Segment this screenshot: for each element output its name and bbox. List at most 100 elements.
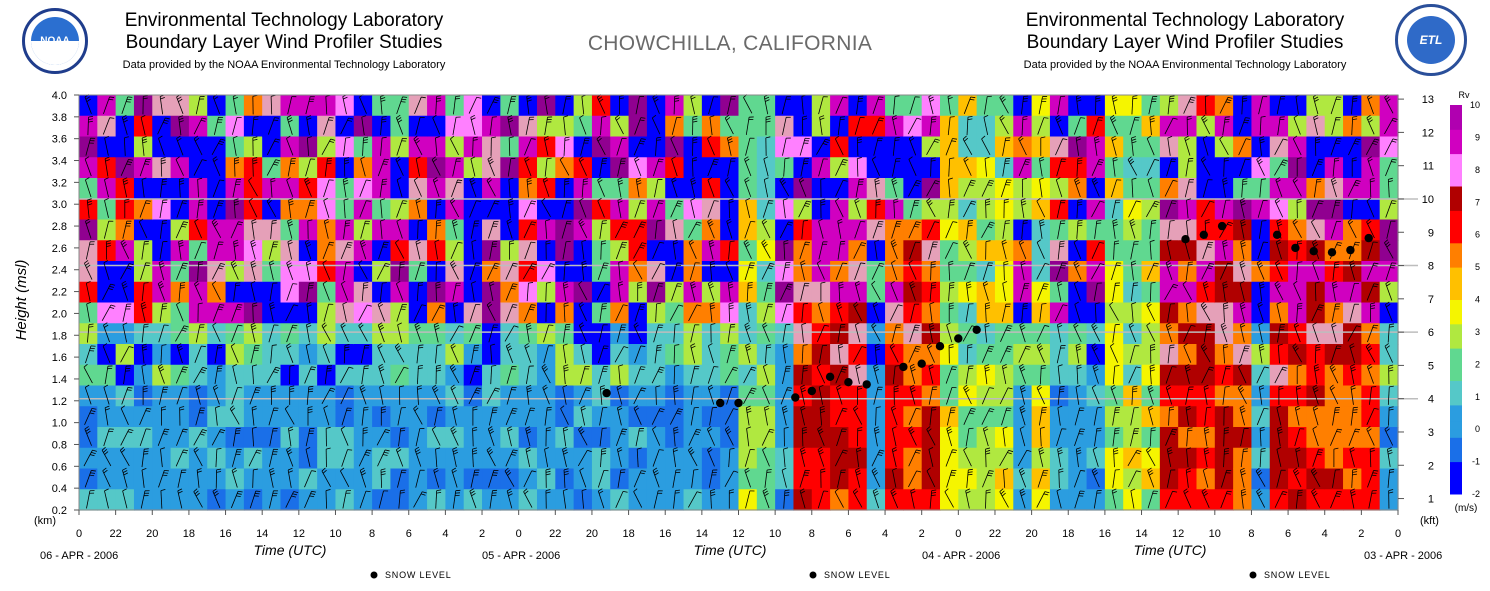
heatmap-cell: [903, 468, 923, 490]
heatmap-cell: [903, 406, 923, 428]
header-left-line1: Environmental Technology Laboratory: [124, 10, 444, 31]
heatmap-cell: [628, 136, 648, 158]
heatmap-cell: [1361, 323, 1381, 345]
heatmap-cell: [958, 323, 978, 345]
heatmap-cell: [335, 447, 355, 470]
heatmap-cell: [628, 115, 648, 138]
heatmap-cell: [811, 489, 831, 511]
heatmap-cell: [133, 198, 153, 221]
heatmap-cell: [500, 406, 520, 428]
heatmap-cell: [500, 323, 520, 345]
heatmap-cell: [610, 302, 630, 324]
heatmap-cell: [610, 489, 630, 511]
heatmap-cell: [445, 115, 465, 138]
heatmap-cell: [152, 468, 172, 490]
heatmap-cell: [573, 447, 593, 470]
heatmap-cell: [1361, 281, 1381, 304]
heatmap-cell: [335, 406, 355, 428]
heatmap-cell: [1269, 136, 1289, 158]
heatmap-cell: [1196, 178, 1216, 200]
heatmap-cell: [994, 323, 1014, 345]
heatmap-cell: [1086, 157, 1106, 179]
site-title: CHOWCHILLA, CALIFORNIA: [587, 32, 873, 55]
heatmap-cell: [628, 198, 648, 221]
heatmap-cell: [243, 385, 263, 407]
header-right-line2: Boundary Layer Wind Profiler Studies: [1026, 32, 1344, 53]
heatmap-cell: [133, 406, 153, 428]
header-right-line1: Environmental Technology Laboratory: [1025, 10, 1345, 31]
heatmap-cell: [390, 364, 410, 387]
heatmap-cell: [1178, 323, 1198, 345]
header-right-line3: Data provided by the NOAA Environmental …: [1023, 59, 1347, 71]
heatmap-cell: [628, 344, 648, 366]
header-left-line3: Data provided by the NOAA Environmental …: [122, 59, 446, 71]
heatmap-cell: [445, 323, 465, 345]
heatmap-cell: [903, 115, 923, 138]
heatmap-cell: [518, 240, 538, 262]
heatmap-cell: [866, 115, 886, 138]
heatmap-cell: [793, 240, 813, 262]
heatmap-cell: [903, 323, 923, 345]
heatmap-cell: [610, 344, 630, 366]
heatmap-cell: [683, 489, 703, 511]
heatmap-cell: [133, 157, 153, 179]
heatmap-cell: [1068, 115, 1088, 138]
heatmap-cell: [1159, 198, 1179, 221]
heatmap-cell: [1159, 489, 1179, 511]
noaa-logo-text: NOAA: [40, 35, 70, 47]
heatmap-cell: [811, 323, 831, 345]
heatmap-cell: [1288, 427, 1307, 449]
heatmap-cell: [1086, 261, 1106, 283]
header-left: Environmental Technology Laboratory Boun…: [100, 10, 468, 73]
heatmap-cell: [903, 240, 923, 262]
heatmap-cell: [335, 240, 355, 262]
heatmap-cell: [518, 302, 538, 324]
heatmap-cell: [1086, 115, 1106, 138]
heatmap-cell: [335, 385, 355, 407]
etl-logo-text: ETL: [1419, 33, 1443, 47]
heatmap-cell: [811, 240, 831, 262]
heatmap-cell: [317, 240, 337, 262]
header-right: Environmental Technology Laboratory Boun…: [1000, 10, 1370, 73]
heatmap-cell: [1361, 240, 1381, 262]
heatmap-cell: [1361, 406, 1381, 428]
heatmap-cell: [994, 385, 1014, 407]
heatmap-cell: [628, 468, 648, 490]
heatmap-cell: [1379, 261, 1399, 283]
heatmap-cell: [115, 157, 135, 179]
heatmap-cell: [152, 427, 172, 449]
heatmap-cell: [720, 385, 740, 407]
heatmap-cell: [1251, 364, 1271, 387]
etl-logo-icon: ETL: [1395, 4, 1467, 76]
heatmap-cell: [225, 323, 245, 345]
heatmap-cell: [1086, 240, 1106, 262]
heatmap-cell: [445, 240, 465, 262]
heatmap-cell: [701, 157, 721, 179]
heatmap-cell: [518, 406, 538, 428]
heatmap-cell: [1104, 261, 1124, 283]
heatmap-cell: [885, 302, 904, 324]
heatmap-cell: [536, 323, 556, 345]
heatmap-cell: [1104, 178, 1124, 200]
heatmap-cell: [243, 489, 263, 511]
heatmap-cell: [1379, 198, 1399, 221]
velocity-heatmap: [79, 95, 1399, 511]
heatmap-cell: [445, 178, 465, 200]
heatmap-cell: [518, 468, 538, 490]
heatmap-cell: [701, 198, 721, 221]
heatmap-cell: [1196, 198, 1216, 221]
heatmap-cell: [701, 364, 721, 387]
heatmap-cell: [536, 344, 556, 366]
heatmap-cell: [335, 364, 355, 387]
heatmap-cell: [903, 198, 923, 221]
heatmap-cell: [445, 281, 465, 304]
heatmap-cell: [225, 489, 245, 511]
heatmap-cell: [518, 198, 538, 221]
heatmap-cell: [628, 364, 648, 387]
heatmap-cell: [591, 281, 611, 304]
heatmap-cell: [720, 406, 740, 428]
heatmap-cell: [500, 447, 520, 470]
heatmap-cell: [811, 157, 831, 179]
heatmap-cell: [152, 323, 172, 345]
heatmap-cell: [445, 157, 465, 179]
